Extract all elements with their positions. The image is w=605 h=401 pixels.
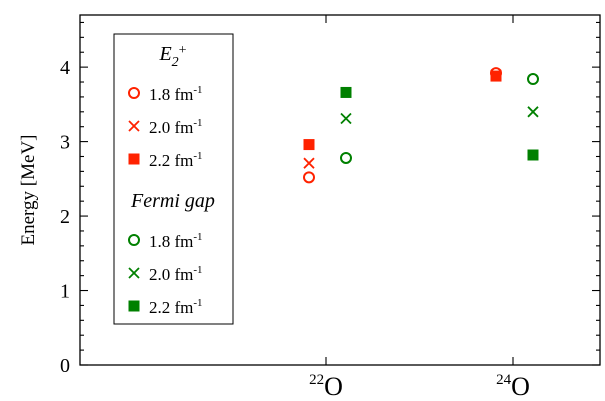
legend-entry-label: 1.8 fm-1 xyxy=(149,84,203,104)
cross-stroke xyxy=(303,157,315,169)
cross-stroke xyxy=(128,120,140,132)
legend-marker xyxy=(128,153,140,165)
data-points xyxy=(303,67,539,184)
data-point xyxy=(303,157,315,169)
legend-entry-label: 2.0 fm-1 xyxy=(149,117,203,137)
legend-entry-label: 2.0 fm-1 xyxy=(149,264,203,284)
cross-stroke xyxy=(128,267,140,279)
data-point xyxy=(527,73,539,86)
data-point xyxy=(527,149,539,161)
data-point xyxy=(340,112,352,125)
cross-stroke xyxy=(340,112,352,125)
data-point xyxy=(490,70,502,82)
legend-marker xyxy=(128,87,140,99)
x-axis: 22O 24O xyxy=(309,15,530,401)
y-tick-label: 4 xyxy=(60,57,70,79)
y-tick-label: 0 xyxy=(60,355,70,377)
legend-box xyxy=(113,33,234,325)
legend-entry-label: 1.8 fm-1 xyxy=(149,231,203,251)
legend-entry-label: 2.2 fm-1 xyxy=(149,297,203,317)
data-point xyxy=(527,106,539,118)
plot-frame xyxy=(79,14,601,366)
legend-group-title: E2+ xyxy=(158,43,186,70)
data-point xyxy=(303,139,315,151)
legend-entry-label: 2.2 fm-1 xyxy=(149,150,203,170)
data-point xyxy=(303,171,315,184)
y-tick-label: 1 xyxy=(60,281,70,303)
legend-marker xyxy=(128,120,140,132)
legend-group-title: Fermi gap xyxy=(130,190,215,212)
legend-marker xyxy=(128,234,140,246)
x-tick-label: 24O xyxy=(496,372,530,401)
data-point xyxy=(340,86,352,98)
y-tick-label: 2 xyxy=(60,206,70,228)
cross-stroke xyxy=(527,106,539,118)
y-axis: 0 1 2 3 4 xyxy=(60,21,600,377)
legend: E2+ 1.8 fm-1 2.0 fm-1 2.2 fm-1 Fermi gap 1.8 … xyxy=(113,33,234,325)
y-tick-label: 3 xyxy=(60,132,70,154)
y-axis-label: Energy [MeV] xyxy=(18,135,39,246)
x-tick-label: 22O xyxy=(309,372,343,401)
legend-marker xyxy=(128,300,140,312)
legend-marker xyxy=(128,267,140,279)
data-point xyxy=(340,151,352,164)
